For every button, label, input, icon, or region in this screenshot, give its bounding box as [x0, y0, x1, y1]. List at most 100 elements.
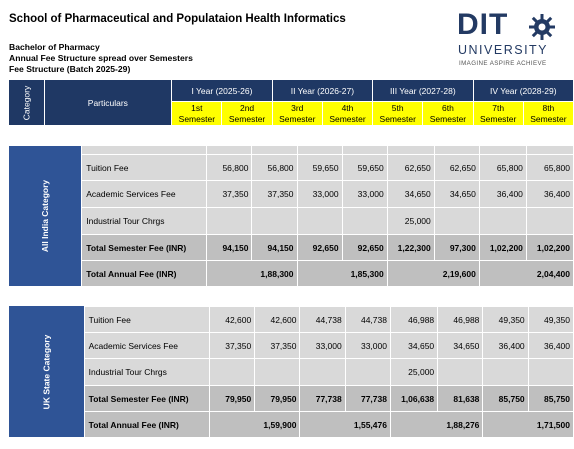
year-header: IV Year (2028-29) — [472, 79, 574, 102]
fee-cell — [437, 358, 484, 386]
row-label: Industrial Tour Chrgs — [83, 358, 210, 386]
table-row: Industrial Tour Chrgs 25,000 — [9, 207, 574, 235]
fee-cell: 33,000 — [341, 180, 388, 208]
fee-section-all-india: All India Category Tuition Fee 56,800 56… — [7, 145, 574, 287]
semester-header: 3rd Semester — [271, 101, 323, 126]
row-label: Industrial Tour Chrgs — [81, 207, 208, 235]
fee-cell: 62,650 — [386, 154, 435, 181]
row-label: Tuition Fee — [81, 154, 208, 181]
row-label: Total Annual Fee (INR) — [81, 260, 208, 287]
fee-cell: 59,650 — [296, 154, 343, 181]
category-header: Category — [8, 79, 45, 126]
page-title: School of Pharmaceutical and Populataion… — [9, 13, 346, 25]
table-row: Academic Services Fee 37,350 37,350 33,0… — [9, 180, 574, 208]
annual-fee-cell: 1,55,476 — [299, 411, 391, 438]
semester-header: 2nd Semester — [221, 101, 273, 126]
logo-university-text: UNIVERSITY — [458, 43, 549, 57]
fee-cell: 77,738 — [299, 385, 346, 412]
fee-table-header: Category Particulars I Year (2025-26) II… — [8, 79, 574, 126]
fee-cell: 36,400 — [482, 332, 529, 359]
annual-fee-cell: 1,88,300 — [206, 260, 298, 287]
annual-fee-cell: 1,85,300 — [296, 260, 388, 287]
dit-university-logo: DIT UNIVERSITY IMAGINE ASPIRE ACHIEVE — [455, 8, 565, 72]
batch-label: Fee Structure (Batch 2025-29) — [9, 64, 131, 74]
table-row: Tuition Fee 42,600 42,600 44,738 44,738 … — [9, 306, 574, 333]
fee-cell: 62,650 — [433, 154, 480, 181]
fee-cell: 77,738 — [344, 385, 391, 412]
fee-cell: 34,650 — [389, 332, 439, 359]
year-header: II Year (2026-27) — [271, 79, 374, 102]
annual-fee-cell: 1,59,900 — [208, 411, 301, 438]
fee-cell: 65,800 — [478, 154, 527, 181]
fee-cell: 49,350 — [527, 306, 574, 333]
fee-cell: 79,950 — [254, 385, 301, 412]
fee-cell: 1,06,638 — [389, 385, 439, 412]
fee-cell: 81,638 — [437, 385, 484, 412]
fee-cell: 59,650 — [341, 154, 388, 181]
fee-cell — [299, 358, 346, 386]
fee-cell: 46,988 — [437, 306, 484, 333]
table-row: Academic Services Fee 37,350 37,350 33,0… — [9, 332, 574, 359]
year-header: I Year (2025-26) — [171, 79, 273, 102]
table-row: Tuition Fee 56,800 56,800 59,650 59,650 … — [9, 154, 574, 181]
semester-header: 6th Semester — [422, 101, 474, 126]
fee-cell: 25,000 — [389, 358, 439, 386]
fee-cell: 49,350 — [482, 306, 529, 333]
annual-fee-cell: 2,04,400 — [478, 260, 574, 287]
semester-header: 4th Semester — [321, 101, 374, 126]
fee-cell: 56,800 — [206, 154, 253, 181]
fee-cell: 44,738 — [344, 306, 391, 333]
fee-cell: 46,988 — [389, 306, 439, 333]
fee-cell: 85,750 — [527, 385, 574, 412]
fee-section-uk-state: UK State Category Tuition Fee 42,600 42,… — [8, 305, 574, 438]
semester-header: 5th Semester — [372, 101, 424, 126]
fee-cell: 34,650 — [433, 180, 480, 208]
category-label: UK State Category — [8, 305, 85, 438]
row-label: Total Annual Fee (INR) — [83, 411, 210, 438]
fee-cell: 34,650 — [437, 332, 484, 359]
fee-cell — [296, 207, 343, 235]
fee-cell — [206, 207, 253, 235]
fee-cell: 37,350 — [251, 180, 298, 208]
fee-cell: 34,650 — [386, 180, 435, 208]
fee-cell: 33,000 — [296, 180, 343, 208]
fee-cell: 25,000 — [386, 207, 435, 235]
fee-cell: 36,400 — [527, 332, 574, 359]
row-label: Academic Services Fee — [83, 332, 210, 359]
fee-cell — [527, 358, 574, 386]
table-row: Total Semester Fee (INR) 94,150 94,150 9… — [9, 234, 574, 261]
structure-description: Annual Fee Structure spread over Semeste… — [9, 53, 193, 63]
fee-cell — [208, 358, 256, 386]
fee-cell: 33,000 — [344, 332, 391, 359]
fee-cell: 1,22,300 — [386, 234, 435, 261]
table-row: Industrial Tour Chrgs 25,000 — [9, 358, 574, 386]
fee-cell: 1,02,200 — [478, 234, 527, 261]
semester-header: 1st Semester — [171, 101, 223, 126]
fee-cell — [254, 358, 301, 386]
row-label: Tuition Fee — [83, 306, 210, 333]
fee-cell: 94,150 — [251, 234, 298, 261]
particulars-header: Particulars — [43, 79, 173, 126]
semester-header: 8th Semester — [522, 101, 574, 126]
table-row: Total Annual Fee (INR) 1,88,300 1,85,300… — [9, 260, 574, 287]
fee-cell — [525, 207, 574, 235]
fee-cell: 42,600 — [254, 306, 301, 333]
fee-cell: 65,800 — [525, 154, 574, 181]
fee-cell: 92,650 — [296, 234, 343, 261]
fee-cell: 1,02,200 — [525, 234, 574, 261]
semester-header: 7th Semester — [472, 101, 524, 126]
table-row: Total Semester Fee (INR) 79,950 79,950 7… — [9, 385, 574, 412]
fee-cell — [482, 358, 529, 386]
fee-cell: 85,750 — [482, 385, 529, 412]
fee-cell — [341, 207, 388, 235]
fee-cell — [251, 207, 298, 235]
fee-cell — [478, 207, 527, 235]
fee-cell: 56,800 — [251, 154, 298, 181]
category-label: All India Category — [7, 145, 83, 287]
annual-fee-cell: 1,71,500 — [482, 411, 574, 438]
annual-fee-cell: 2,19,600 — [386, 260, 480, 287]
fee-cell: 36,400 — [525, 180, 574, 208]
logo-tagline: IMAGINE ASPIRE ACHIEVE — [459, 60, 547, 67]
fee-cell: 92,650 — [341, 234, 388, 261]
year-header: III Year (2027-28) — [372, 79, 474, 102]
